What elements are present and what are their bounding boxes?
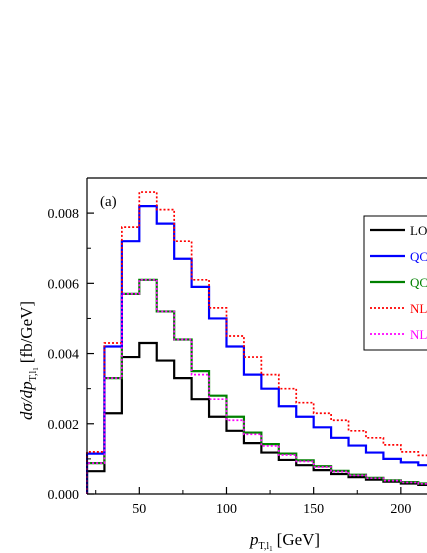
y-axis-title-symbol: dσ/dp (17, 381, 36, 420)
y-axis-title-unit: [fb/GeV] (17, 301, 36, 363)
legend-label: NL (410, 327, 427, 342)
series-line-4 (86, 191, 427, 494)
series-layer (86, 191, 427, 494)
x-tick-label: 100 (216, 502, 237, 517)
legend-label: QC (410, 249, 427, 264)
x-axis-title-sub: T,l (259, 541, 270, 552)
x-tick-label: 150 (303, 502, 324, 517)
x-axis-title-unit: [GeV] (277, 530, 320, 549)
series-line-1 (86, 341, 427, 494)
y-tick-label: 0.000 (48, 488, 80, 503)
panel-label: (a) (100, 194, 117, 210)
legend-label: LO (410, 223, 427, 238)
y-axis-title-sub: T,l (28, 371, 39, 382)
legend: LO QC QC NL NL (363, 215, 427, 351)
x-tick-label: 200 (390, 502, 411, 517)
x-axis-title-symbol: p (249, 530, 259, 549)
y-axis-title: dσ/dpT,l1 [fb/GeV] (17, 301, 40, 420)
y-tick-label: 0.006 (48, 277, 80, 292)
y-tick-label: 0.008 (48, 207, 80, 222)
y-tick-label: 0.004 (48, 348, 80, 363)
y-axis-title-sub2: 1 (32, 367, 40, 371)
x-axis-title: pT,l1 [GeV] (249, 530, 320, 553)
legend-label: NL (410, 301, 427, 316)
legend-label: QC (410, 275, 427, 290)
x-tick-label: 50 (132, 502, 146, 517)
x-axis-title-sub2: 1 (269, 545, 273, 553)
tick-layer: 50 100 150 200 0.000 0.002 0.004 0.006 0.008 (48, 207, 412, 517)
y-tick-label: 0.002 (48, 418, 80, 433)
series-line-5 (86, 278, 427, 494)
